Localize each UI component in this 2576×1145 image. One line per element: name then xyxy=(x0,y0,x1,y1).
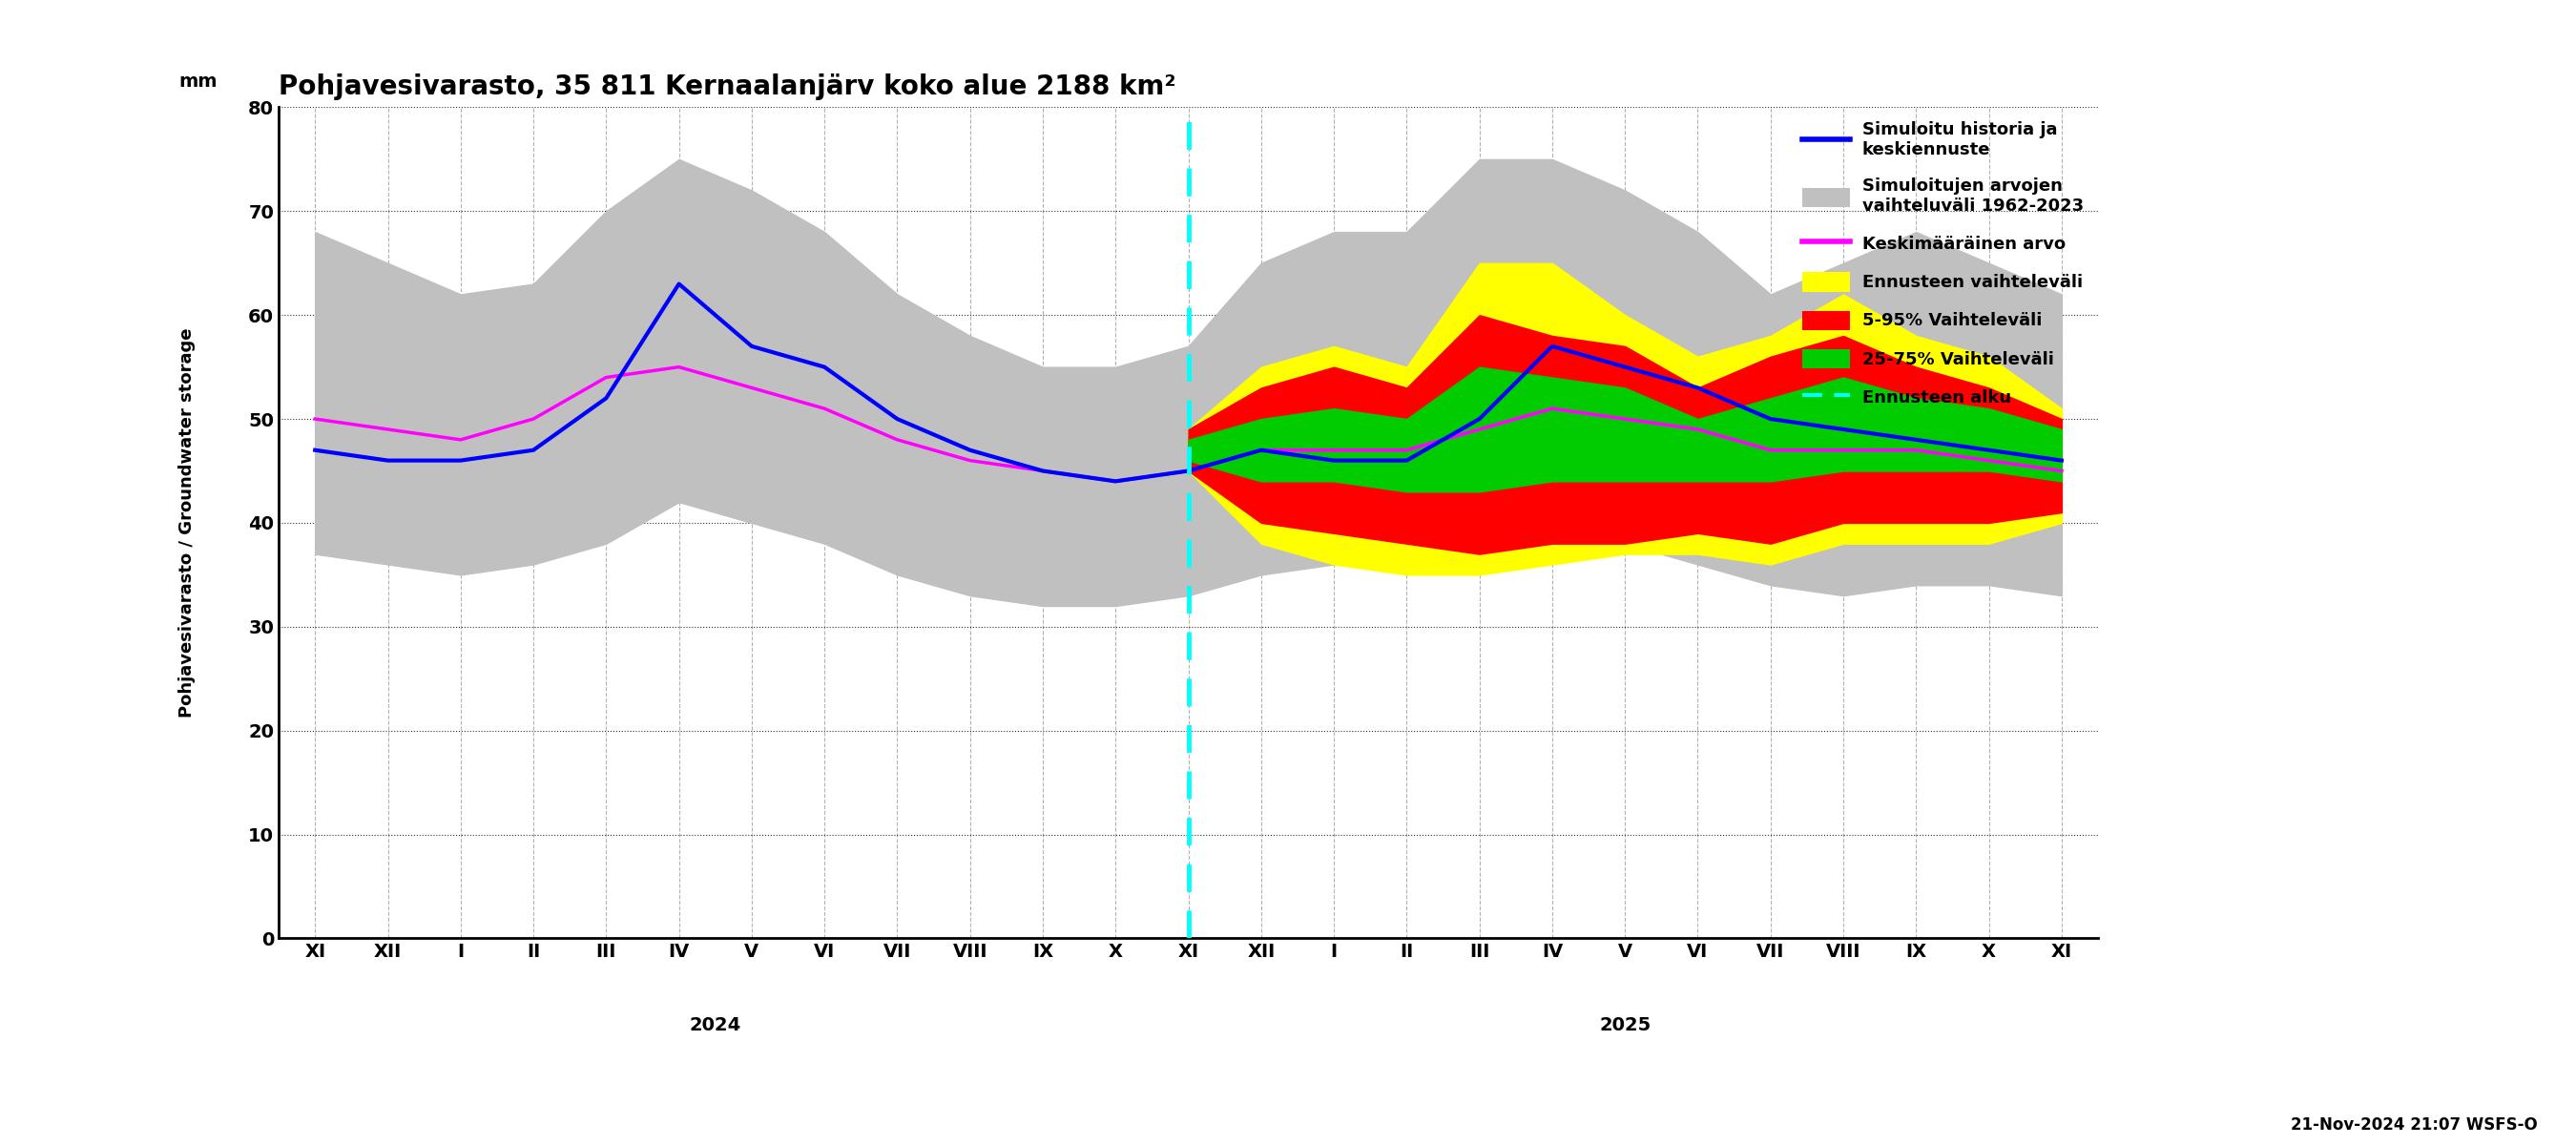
Text: mm: mm xyxy=(178,72,216,90)
Text: Pohjavesivarasto, 35 811 Kernaalanjärv koko alue 2188 km²: Pohjavesivarasto, 35 811 Kernaalanjärv k… xyxy=(278,73,1177,100)
Legend: Simuloitu historia ja
keskiennuste, Simuloitujen arvojen
vaihteluväli 1962-2023,: Simuloitu historia ja keskiennuste, Simu… xyxy=(1795,116,2089,413)
Text: 2024: 2024 xyxy=(690,1017,742,1034)
Text: 2025: 2025 xyxy=(1600,1017,1651,1034)
Y-axis label: Pohjavesivarasto / Groundwater storage: Pohjavesivarasto / Groundwater storage xyxy=(178,327,196,718)
Text: 21-Nov-2024 21:07 WSFS-O: 21-Nov-2024 21:07 WSFS-O xyxy=(2290,1116,2537,1134)
